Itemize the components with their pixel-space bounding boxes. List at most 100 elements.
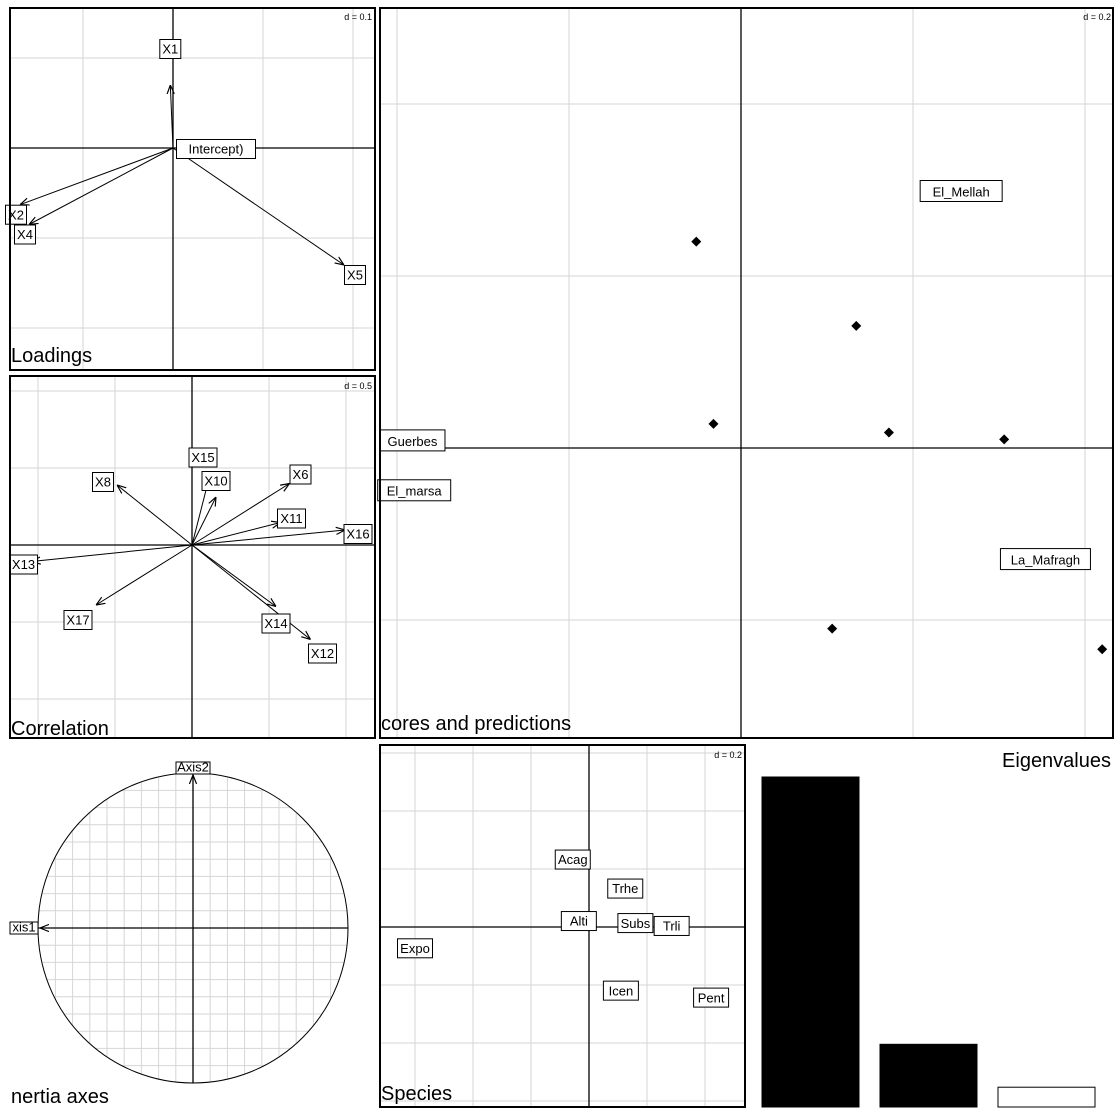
scores-label-box-la-mafragh xyxy=(999,548,1091,571)
scores-label-text-el-marsa: El_marsa xyxy=(387,484,443,499)
correlation-label-text-x17: X17 xyxy=(66,613,89,628)
scores-panel: El_Mellah Guerbes El_marsa La_Mafragh d = 0… xyxy=(377,7,1114,739)
scores-label-el-marsa: El_marsa xyxy=(377,479,452,502)
correlation-arrow-x14 xyxy=(191,544,276,607)
loadings-label-box-x5 xyxy=(344,265,366,285)
correlation-label-box-x16 xyxy=(343,524,373,544)
species-label-subs: Subs xyxy=(617,913,654,934)
species-labels: Acag Trhe Alti Subs Trli Expo Icen Pent xyxy=(397,849,730,1008)
loadings-grid xyxy=(10,8,375,370)
correlation-arrow-x17 xyxy=(96,544,193,605)
scores-axes xyxy=(380,8,1113,738)
species-label-icen: Icen xyxy=(602,980,639,1001)
species-label-box-pent xyxy=(693,987,730,1008)
correlation-label-text-x13: X13 xyxy=(12,557,35,572)
species-label-text-trhe: Trhe xyxy=(612,881,638,896)
correlation-label-box-x10 xyxy=(201,471,231,491)
correlation-label-text-x11: X11 xyxy=(280,511,302,526)
correlation-label-box-x15 xyxy=(188,447,218,468)
species-label-box-trli xyxy=(653,915,690,936)
inertia-title: nertia axes xyxy=(11,1086,109,1108)
correlation-arrow-x10 xyxy=(191,497,216,546)
species-label-box-alti xyxy=(560,911,597,932)
loadings-arrow-x4 xyxy=(29,147,174,225)
species-label-text-pent: Pent xyxy=(698,990,725,1005)
scores-label-text-el-mellah: El_Mellah xyxy=(933,184,990,199)
species-label-box-expo xyxy=(397,938,433,959)
species-label-box-acag xyxy=(554,849,591,870)
scores-point-5 xyxy=(999,434,1010,445)
correlation-panel: X8 X15 X10 X6 X11 X16 X13 X17 X14 X12 d = 0.5 Cor… xyxy=(9,375,376,740)
correlation-label-box-x11 xyxy=(277,508,306,529)
species-panel: Acag Trhe Alti Subs Trli Expo Icen Pent d = 0.2… xyxy=(379,744,746,1108)
species-label-expo: Expo xyxy=(397,938,433,959)
inertia-label-text-axis2: Axis2 xyxy=(177,760,209,775)
species-label-text-acag: Acag xyxy=(558,852,588,867)
correlation-label-text-x12: X12 xyxy=(311,646,334,661)
correlation-axes xyxy=(10,376,375,738)
scores-label-box-el-mellah xyxy=(919,180,1003,202)
correlation-label-x11: X11 xyxy=(277,508,306,529)
correlation-label-x17: X17 xyxy=(63,610,93,630)
loadings-label-text-x1: X1 xyxy=(162,42,178,57)
loadings-label-box-x4 xyxy=(14,224,36,245)
loadings-label-box-intercept xyxy=(176,139,256,159)
eigenvalues-title: Eigenvalues xyxy=(1002,750,1111,772)
species-label-pent: Pent xyxy=(693,987,730,1008)
loadings-label-text-x2: X2 xyxy=(8,207,24,222)
loadings-arrow-x1 xyxy=(170,85,173,149)
scores-grid xyxy=(380,8,1113,738)
correlation-arrow-x12 xyxy=(191,544,311,640)
loadings-title: Loadings xyxy=(11,345,92,367)
correlation-label-x13: X13 xyxy=(9,554,38,575)
loadings-scale-label: d = 0.1 xyxy=(344,12,372,22)
correlation-label-text-x6: X6 xyxy=(293,467,309,482)
correlation-label-x12: X12 xyxy=(308,643,337,664)
scores-label-el-mellah: El_Mellah xyxy=(919,180,1003,202)
inertia-label-axis1: xis1 xyxy=(9,920,39,935)
scores-scale-label: d = 0.2 xyxy=(1083,12,1111,22)
inertia-label-box-axis2 xyxy=(175,761,211,775)
scores-label-la-mafragh: La_Mafragh xyxy=(999,548,1091,571)
correlation-label-x16: X16 xyxy=(343,524,373,544)
eigenvalue-bars xyxy=(761,776,1096,1108)
correlation-arrow-x11 xyxy=(191,523,281,546)
correlation-label-box-x14 xyxy=(261,613,291,634)
loadings-label-x5: X5 xyxy=(344,265,366,285)
correlation-label-box-x12 xyxy=(308,643,337,664)
species-label-text-trli: Trli xyxy=(663,919,681,934)
correlation-arrow-x8 xyxy=(117,485,193,546)
correlation-scale-label: d = 0.5 xyxy=(344,381,372,391)
correlation-label-x8: X8 xyxy=(92,472,114,492)
correlation-frame xyxy=(9,375,376,739)
correlation-label-x14: X14 xyxy=(261,613,291,634)
inertia-vectors: Axis2 xis1 xyxy=(9,760,211,935)
correlation-label-text-x15: X15 xyxy=(191,450,214,465)
correlation-label-box-x8 xyxy=(92,472,114,492)
inertia-label-text-axis1: xis1 xyxy=(12,920,35,935)
scores-point-2 xyxy=(851,320,862,331)
correlation-label-x10: X10 xyxy=(201,471,231,491)
inertia-label-axis2: Axis2 xyxy=(175,760,211,775)
correlation-label-text-x10: X10 xyxy=(204,474,227,489)
loadings-label-x2: X2 xyxy=(5,204,27,225)
species-label-text-alti: Alti xyxy=(570,914,588,929)
correlation-title: Correlation xyxy=(11,718,109,740)
species-label-box-subs xyxy=(617,913,654,934)
species-label-trli: Trli xyxy=(653,915,690,936)
correlation-label-x15: X15 xyxy=(188,447,218,468)
correlation-arrow-x6 xyxy=(191,484,290,546)
loadings-arrow-x5 xyxy=(172,147,344,265)
correlation-arrow-x13 xyxy=(32,544,193,562)
loadings-label-x1: X1 xyxy=(159,39,182,59)
species-label-box-trhe xyxy=(607,878,644,899)
eigenvalues-panel: Eigenvalues xyxy=(761,750,1111,1108)
species-label-text-icen: Icen xyxy=(609,983,634,998)
species-label-trhe: Trhe xyxy=(607,878,644,899)
loadings-frame xyxy=(9,7,376,371)
species-frame xyxy=(379,744,746,1108)
correlation-label-text-x16: X16 xyxy=(346,527,369,542)
loadings-label-text-x5: X5 xyxy=(347,268,363,283)
inertia-label-box-axis1 xyxy=(9,921,39,935)
